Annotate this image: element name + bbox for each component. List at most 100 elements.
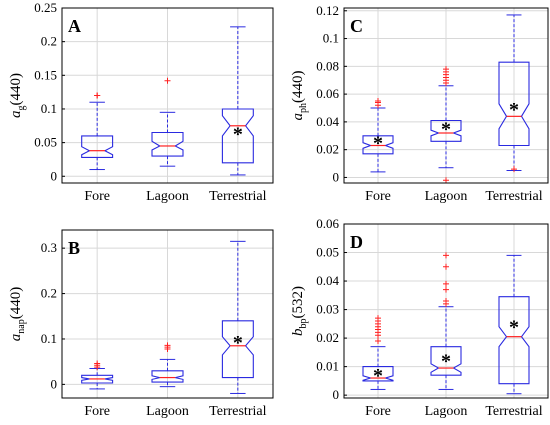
- y-tick-label: 0: [51, 168, 58, 183]
- mean-marker: *: [373, 365, 383, 387]
- outlier-marker: [375, 98, 381, 105]
- y-tick-label: 0.15: [34, 67, 57, 82]
- x-category-label: Fore: [365, 189, 391, 204]
- y-tick-label: 0.03: [316, 302, 339, 317]
- box-body: [221, 108, 254, 164]
- panel-C: 0 0.02 0.04 0.06 0.08 0.1 0.12 Fore Lagoon Terres…: [290, 3, 549, 204]
- x-category-label: Terrestrial: [485, 189, 542, 204]
- axes-frame: [61, 7, 274, 184]
- outlier-marker: [443, 286, 449, 293]
- mean-marker: *: [441, 350, 451, 372]
- y-tick-label: 0: [333, 387, 340, 402]
- box-terrestrial: *: [221, 26, 254, 176]
- box-body: [362, 366, 394, 382]
- y-tick-label: 0.06: [316, 216, 339, 231]
- box-lagoon: *: [430, 252, 462, 390]
- mean-marker: *: [509, 316, 519, 338]
- y-tick-label: 0.2: [41, 34, 57, 49]
- x-category-label: Fore: [84, 404, 110, 419]
- mean-marker: *: [441, 118, 451, 140]
- box-lagoon: *: [430, 66, 462, 184]
- y-tick-label: 0.08: [316, 58, 339, 73]
- box-body: [81, 135, 114, 158]
- panel-B: 0 0.1 0.2 0.3 Fore Lagoon Terrestrial * Banap(44…: [8, 229, 274, 419]
- box-body: [430, 346, 462, 376]
- y-axis-label: ag(440): [8, 73, 27, 118]
- x-category-label: Terrestrial: [485, 404, 542, 419]
- box-fore: [81, 92, 114, 171]
- outlier-marker: [443, 66, 449, 73]
- panel-label: A: [68, 16, 81, 36]
- y-tick-label: 0.05: [316, 245, 339, 260]
- x-category-label: Fore: [84, 189, 110, 204]
- box-body: [362, 135, 394, 155]
- outlier-marker: [443, 177, 449, 184]
- x-category-label: Lagoon: [146, 404, 189, 419]
- outlier-marker: [443, 298, 449, 305]
- mean-marker: *: [373, 132, 383, 154]
- y-tick-label: 0.06: [316, 86, 339, 101]
- box-body: [498, 296, 530, 385]
- outlier-marker: [164, 342, 171, 349]
- mean-marker: *: [233, 332, 243, 354]
- x-category-label: Lagoon: [146, 189, 189, 204]
- y-tick-label: 0.25: [34, 0, 57, 15]
- outlier-marker: [511, 166, 517, 173]
- x-category-label: Terrestrial: [209, 189, 266, 204]
- mean-marker: *: [509, 99, 519, 121]
- y-axis-label: aph(440): [290, 71, 309, 121]
- panel-A: 0 0.05 0.1 0.15 0.2 0.25 Fore Lagoon Terrestrial…: [8, 0, 274, 204]
- outlier-marker: [375, 337, 381, 344]
- panel-label: D: [350, 232, 363, 252]
- outlier-marker: [94, 92, 101, 99]
- box-body: [430, 119, 462, 142]
- box-lagoon: [151, 342, 184, 388]
- axes-frame: [343, 7, 549, 184]
- mean-marker: *: [233, 124, 243, 146]
- y-tick-label: 0: [333, 169, 340, 184]
- x-category-label: Fore: [365, 404, 391, 419]
- y-tick-label: 0.02: [316, 142, 339, 157]
- x-category-label: Lagoon: [425, 189, 468, 204]
- box-fore: *: [362, 98, 394, 173]
- box-body: [498, 61, 530, 147]
- panel-label: B: [68, 238, 80, 258]
- box-terrestrial: *: [498, 14, 530, 173]
- y-tick-label: 0.2: [41, 286, 57, 301]
- box-fore: [81, 360, 114, 390]
- box-terrestrial: *: [221, 240, 254, 394]
- outlier-marker: [443, 280, 449, 287]
- y-tick-label: 0.1: [323, 31, 339, 46]
- y-tick-label: 0.04: [316, 273, 339, 288]
- outlier-marker: [375, 315, 381, 322]
- outlier-marker: [443, 252, 449, 259]
- axes-frame: [61, 229, 274, 399]
- box-terrestrial: *: [498, 254, 530, 395]
- box-body: [221, 320, 254, 379]
- box-body: [151, 370, 184, 383]
- y-tick-label: 0.12: [316, 3, 339, 18]
- box-body: [151, 131, 184, 157]
- x-category-label: Lagoon: [425, 404, 468, 419]
- y-tick-label: 0: [51, 376, 58, 391]
- outlier-marker: [164, 77, 171, 84]
- axes-frame: [343, 223, 549, 399]
- outlier-marker: [443, 263, 449, 270]
- y-tick-label: 0.05: [34, 135, 57, 150]
- outlier-marker: [94, 360, 101, 367]
- panel-label: C: [350, 16, 363, 36]
- box-lagoon: [151, 77, 184, 167]
- y-tick-label: 0.01: [316, 359, 339, 374]
- x-category-label: Terrestrial: [209, 404, 266, 419]
- y-tick-label: 0.3: [41, 240, 57, 255]
- y-axis-label: anap(440): [8, 287, 27, 341]
- box-fore: *: [362, 315, 394, 390]
- y-axis-label: bbp(532): [290, 286, 309, 336]
- panel-D: 0 0.01 0.02 0.03 0.04 0.05 0.06 Fore Lagoon Terre…: [290, 216, 549, 419]
- y-tick-label: 0.04: [316, 114, 339, 129]
- y-tick-label: 0.02: [316, 330, 339, 345]
- box-body: [81, 374, 114, 384]
- y-tick-label: 0.1: [41, 331, 57, 346]
- y-tick-label: 0.1: [41, 101, 57, 116]
